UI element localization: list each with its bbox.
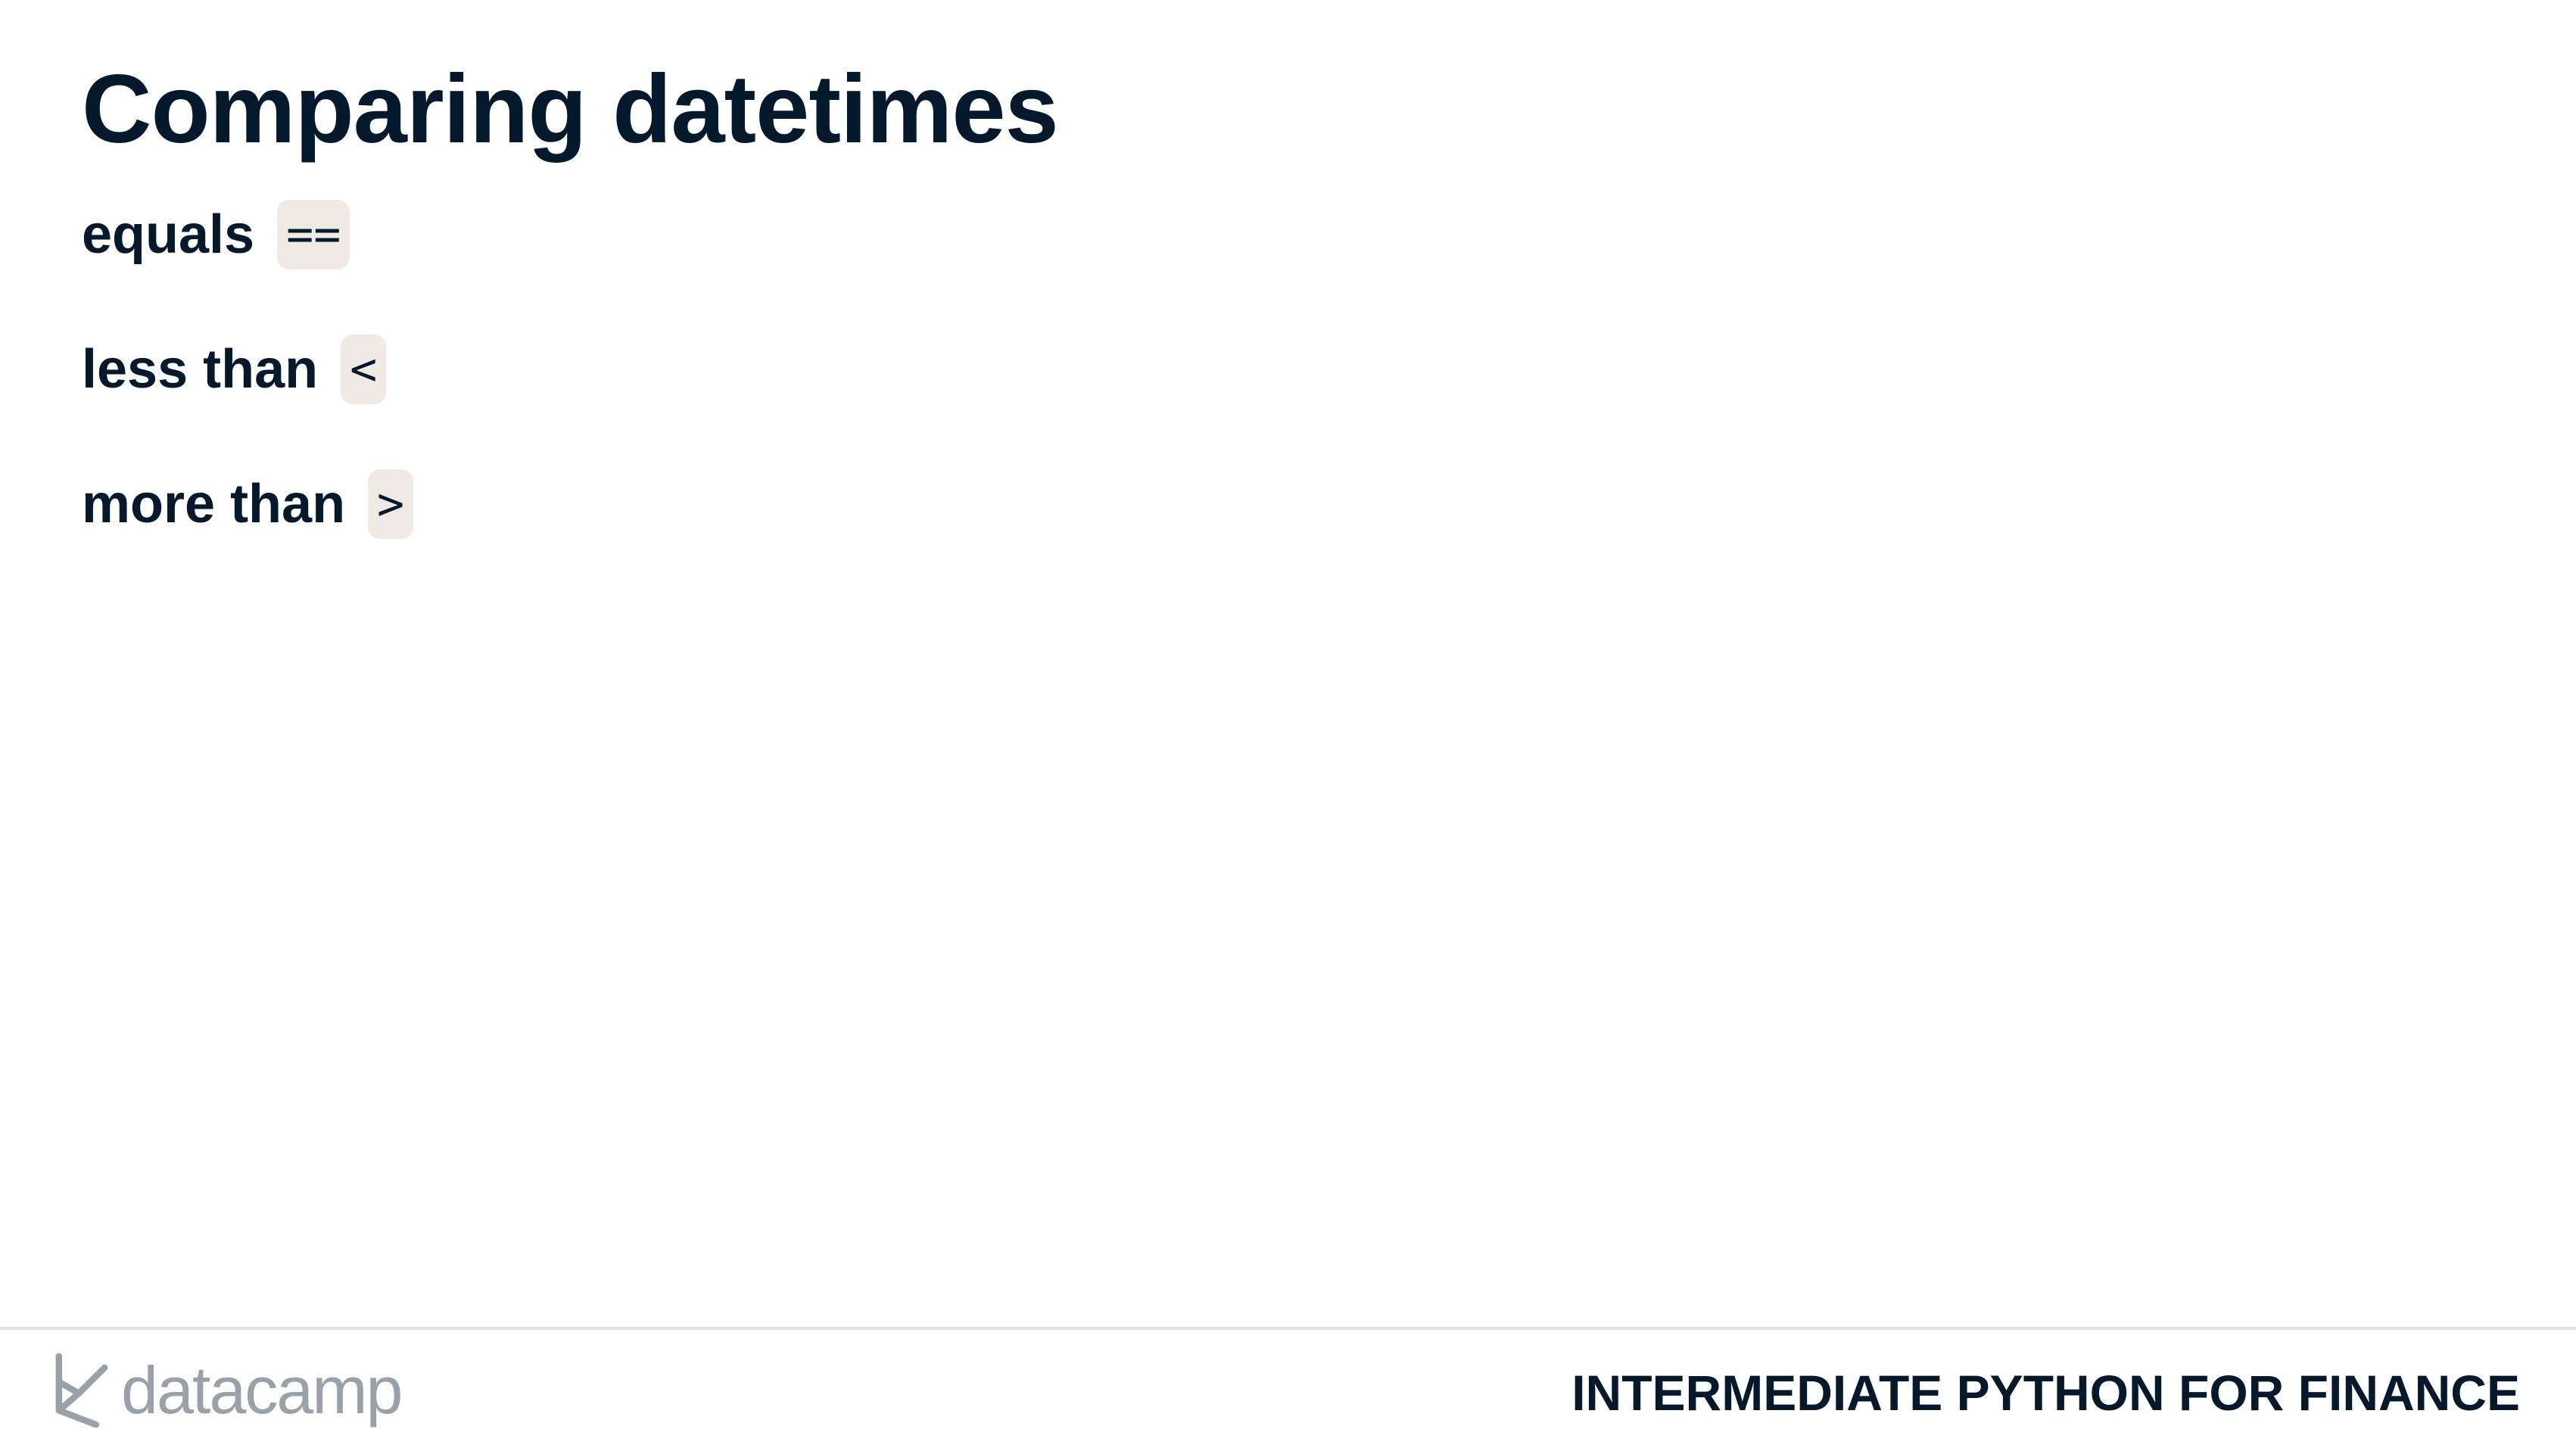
brand-name: datacamp [121, 1353, 403, 1428]
code-chip: == [277, 200, 350, 269]
list-item-less-than: less than < [82, 332, 413, 407]
bullet-label: more than [82, 474, 346, 534]
course-name: INTERMEDIATE PYTHON FOR FINANCE [1571, 1365, 2520, 1421]
bullet-label: less than [82, 339, 319, 400]
code-chip: < [341, 335, 387, 404]
brand-logo: datacamp [53, 1353, 403, 1428]
slide-footer: datacamp INTERMEDIATE PYTHON FOR FINANCE [0, 1327, 2576, 1451]
list-item-equals: equals == [82, 197, 413, 272]
comparison-list: equals == less than < more than > [82, 197, 414, 601]
list-item-more-than: more than > [82, 466, 414, 542]
bullet-label: equals [82, 204, 255, 265]
datacamp-logo-icon [55, 1353, 108, 1428]
code-chip: > [368, 469, 414, 539]
slide-title: Comparing datetimes [82, 55, 1059, 163]
